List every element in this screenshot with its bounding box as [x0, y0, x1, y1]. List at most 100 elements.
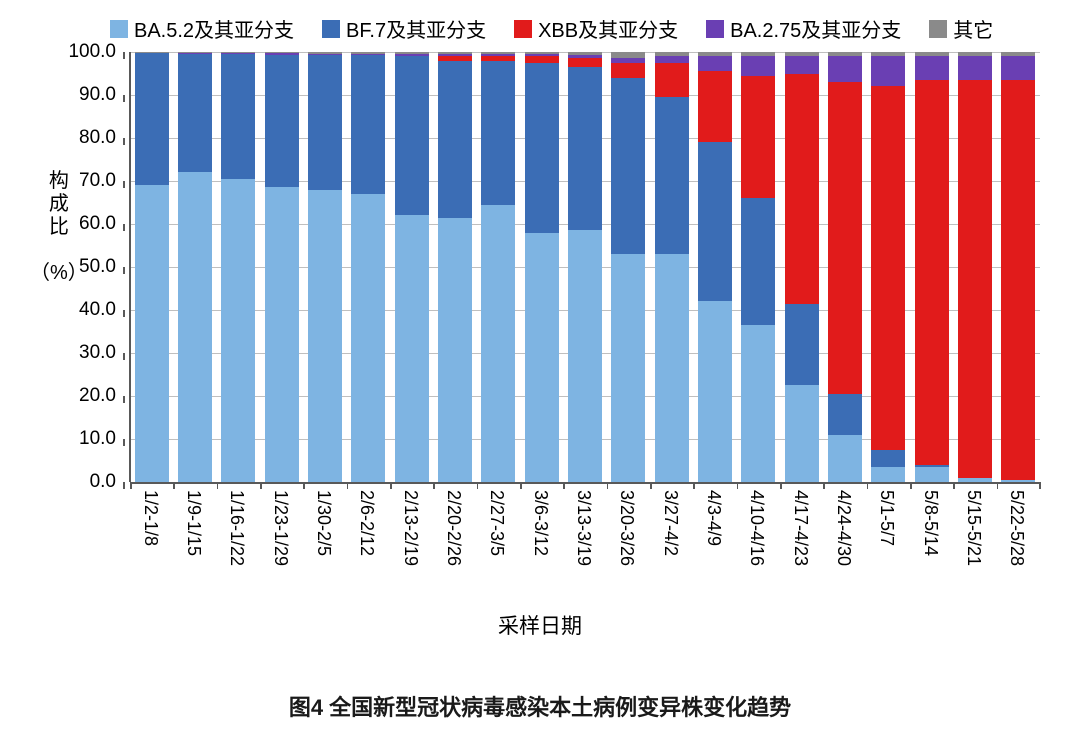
legend-label: BF.7及其亚分支 [346, 14, 486, 43]
bar-segment [438, 61, 472, 218]
bar-column [828, 52, 862, 482]
bar-column [785, 52, 819, 482]
bar-segment [221, 179, 255, 482]
bar-column [568, 52, 602, 482]
bar-column [178, 52, 212, 482]
y-axis-line [129, 52, 131, 482]
bar-segment [438, 218, 472, 482]
bar-segment [915, 56, 949, 80]
bar-column [655, 52, 689, 482]
x-axis-label: 5/15-5/21 [963, 490, 984, 566]
bar-segment [611, 63, 645, 78]
y-axis-label: 70.0 [79, 170, 130, 192]
bar-segment [265, 55, 299, 188]
bar-segment [915, 80, 949, 465]
bar-segment [698, 142, 732, 301]
x-axis-label: 4/17-4/23 [790, 490, 811, 566]
legend-swatch [514, 20, 532, 38]
y-axis-label: 100.0 [68, 41, 130, 63]
bar-segment [915, 467, 949, 482]
bar-column [871, 52, 905, 482]
bar-segment [1001, 480, 1035, 482]
chart-caption-text: 图4 全国新型冠状病毒感染本土病例变异株变化趋势 [289, 695, 791, 720]
x-axis-label: 2/6-2/12 [356, 490, 377, 556]
bar-segment [828, 56, 862, 82]
x-axis-title: 采样日期 [0, 610, 1080, 640]
bar-segment [135, 53, 169, 185]
bar-segment [785, 385, 819, 482]
bar-column [611, 52, 645, 482]
legend-item: BF.7及其亚分支 [322, 14, 486, 43]
x-tick [217, 482, 219, 489]
bar-segment [525, 233, 559, 482]
chart-caption: 图4 全国新型冠状病毒感染本土病例变异株变化趋势 [0, 690, 1080, 722]
bar-column [351, 52, 385, 482]
y-axis-label: 50.0 [79, 256, 130, 278]
bar-segment [785, 304, 819, 386]
bar-segment [395, 56, 429, 215]
bar-segment [265, 187, 299, 482]
bar-segment [351, 194, 385, 482]
x-tick [303, 482, 305, 489]
bar-segment [698, 301, 732, 482]
x-tick [910, 482, 912, 489]
legend-label: BA.2.75及其亚分支 [730, 14, 901, 43]
x-tick [650, 482, 652, 489]
x-axis-label: 1/16-1/22 [226, 490, 247, 566]
x-tick [260, 482, 262, 489]
chart-container: BA.5.2及其亚分支BF.7及其亚分支XBB及其亚分支BA.2.75及其亚分支… [0, 0, 1080, 739]
bar-segment [741, 76, 775, 199]
x-axis-label: 1/23-1/29 [270, 490, 291, 566]
x-tick [997, 482, 999, 489]
x-axis-label: 2/20-2/26 [443, 490, 464, 566]
legend-swatch [322, 20, 340, 38]
bar-segment [871, 450, 905, 467]
legend-swatch [706, 20, 724, 38]
legend-swatch [929, 20, 947, 38]
bar-column [698, 52, 732, 482]
bar-segment [178, 172, 212, 482]
bar-column [265, 52, 299, 482]
x-tick [693, 482, 695, 489]
x-tick [607, 482, 609, 489]
x-axis-label: 2/13-2/19 [400, 490, 421, 566]
y-axis-label: 40.0 [79, 299, 130, 321]
bar-segment [525, 63, 559, 233]
legend-item: 其它 [929, 14, 993, 43]
bar-segment [1001, 80, 1035, 480]
x-axis-label: 4/10-4/16 [746, 490, 767, 566]
x-tick [433, 482, 435, 489]
bar-segment [611, 78, 645, 254]
x-tick [173, 482, 175, 489]
x-tick [477, 482, 479, 489]
y-axis-label: 90.0 [79, 84, 130, 106]
bar-segment [178, 54, 212, 173]
x-axis-label: 1/9-1/15 [183, 490, 204, 556]
x-tick [520, 482, 522, 489]
bar-segment [958, 56, 992, 80]
bar-segment [871, 56, 905, 86]
x-axis-label: 1/30-2/5 [313, 490, 334, 556]
x-tick [130, 482, 132, 489]
bar-segment [698, 56, 732, 71]
legend-label: BA.5.2及其亚分支 [134, 14, 294, 43]
bar-column [221, 52, 255, 482]
bar-segment [568, 230, 602, 482]
bar-column [481, 52, 515, 482]
bar-column [741, 52, 775, 482]
x-tick [823, 482, 825, 489]
bar-segment [481, 205, 515, 482]
bar-segment [785, 74, 819, 304]
x-axis-title-text: 采样日期 [498, 615, 582, 638]
bar-segment [655, 63, 689, 97]
x-axis-label: 3/6-3/12 [530, 490, 551, 556]
bar-segment [828, 435, 862, 482]
bar-segment [395, 215, 429, 482]
bar-column [1001, 52, 1035, 482]
x-tick [867, 482, 869, 489]
x-tick [737, 482, 739, 489]
y-axis-label: 20.0 [79, 385, 130, 407]
x-axis-label: 4/24-4/30 [833, 490, 854, 566]
x-axis-label: 5/1-5/7 [876, 490, 897, 546]
x-tick [1039, 482, 1041, 489]
